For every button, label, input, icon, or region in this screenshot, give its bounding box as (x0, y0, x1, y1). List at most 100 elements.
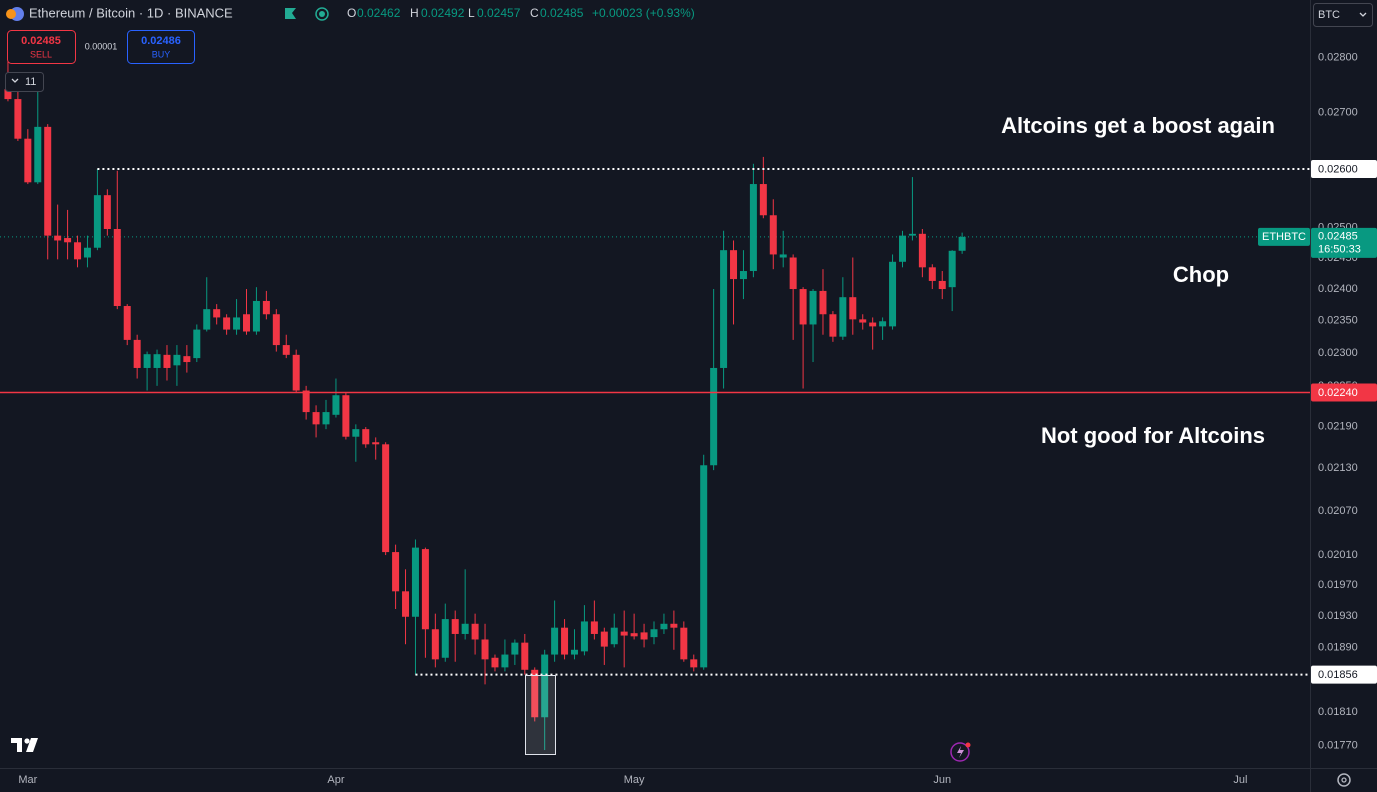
candle-body (461, 623, 469, 634)
candle-body (143, 354, 151, 368)
candle-body (392, 552, 400, 592)
gear-hub (1341, 777, 1347, 783)
candle-body (302, 390, 310, 413)
candle-body (670, 623, 678, 628)
candle-body (580, 621, 588, 652)
alert-icon[interactable] (950, 742, 971, 762)
badge-box[interactable] (5, 72, 44, 92)
candle-body (173, 354, 181, 366)
header: Ethereum / Bitcoin · 1D · BINANCE O 0.02… (6, 5, 695, 21)
alert-dot (965, 742, 971, 748)
indicator-badge[interactable]: 11 (5, 72, 44, 92)
buy-button[interactable] (127, 30, 195, 64)
candle-body (769, 215, 777, 255)
candle-body (441, 619, 449, 658)
candle-body (193, 329, 201, 359)
candle-body (590, 621, 598, 634)
flag-icon[interactable] (285, 8, 296, 19)
level-label-box (1311, 159, 1377, 178)
currency: BTC (1318, 9, 1340, 21)
candle-body (809, 290, 817, 325)
candle-body (342, 395, 350, 437)
candle-body (749, 184, 757, 272)
spread: 0.00001 (85, 41, 118, 51)
candle-body (918, 233, 926, 268)
y-tick-label: 0.01810 (1318, 706, 1358, 718)
logo-part (11, 738, 22, 752)
last-price-box (1311, 227, 1377, 258)
candle-body (451, 619, 459, 634)
candle-body (541, 654, 549, 718)
sell-button[interactable] (7, 30, 76, 64)
logo-part (26, 738, 38, 752)
candle-body (113, 229, 121, 307)
plot-area (0, 59, 1310, 751)
candle-body (203, 309, 211, 330)
candle-body (242, 314, 250, 332)
ohlc-value: 0.02462 (357, 6, 401, 20)
badge-count: 11 (25, 76, 36, 88)
settings[interactable] (1337, 773, 1351, 787)
gear-icon[interactable] (1337, 773, 1351, 787)
y-tick-label: 0.02700 (1318, 106, 1358, 118)
tv-logo (11, 738, 38, 752)
change: +0.00023 (+0.93%) (592, 6, 695, 20)
candle-body (34, 126, 42, 183)
candle-body (123, 306, 131, 340)
candle-body (133, 339, 141, 368)
candle-body (948, 250, 956, 288)
candle-body (521, 642, 529, 670)
candle-body (839, 297, 847, 337)
x-tick-label: Jun (933, 774, 951, 786)
level-label-box (1311, 383, 1377, 402)
candle-body (779, 254, 787, 258)
candle-body (710, 367, 718, 466)
candle-body (938, 280, 946, 290)
level-label-box (1311, 665, 1377, 684)
candle-body (282, 345, 290, 355)
candle-body (620, 631, 628, 636)
candle-body (4, 89, 12, 100)
level-label: 0.01856 (1318, 669, 1358, 681)
candle-body (223, 317, 231, 330)
candle-body (382, 444, 390, 553)
candle-body (570, 649, 578, 655)
candle-body (233, 317, 241, 330)
candle-body (739, 271, 747, 280)
y-tick-label: 0.02010 (1318, 549, 1358, 561)
ohlc-value: 0.02492 (421, 6, 465, 20)
ohlc-key: C (530, 6, 539, 20)
candle-body (660, 623, 668, 630)
candle-body (332, 395, 340, 415)
candle-body (690, 659, 698, 668)
sell-price: 0.02485 (21, 35, 61, 47)
candle-body (680, 627, 688, 660)
candle-body (481, 639, 489, 660)
currency-box[interactable] (1313, 3, 1373, 27)
x-tick-label: May (624, 774, 645, 786)
candle-body (153, 354, 161, 368)
ohlc-key: H (410, 6, 419, 20)
candle-body (362, 429, 370, 445)
candle-body (789, 257, 797, 290)
candle-body (819, 290, 827, 315)
candle-body (491, 657, 499, 668)
candle-body (610, 627, 618, 645)
candle-body (421, 549, 429, 630)
alert-bolt (957, 746, 964, 758)
symbol-title[interactable]: Ethereum / Bitcoin · 1D · BINANCE (29, 5, 233, 20)
candle-body (561, 627, 569, 655)
candle-body (501, 654, 509, 668)
y-tick-label: 0.02350 (1318, 315, 1358, 327)
candle-body (411, 547, 419, 617)
countdown: 16:50:33 (1318, 244, 1361, 256)
currency-select[interactable]: BTC (1313, 3, 1373, 27)
y-tick-label: 0.02190 (1318, 420, 1358, 432)
candle-body (372, 442, 380, 445)
candle-body (730, 250, 738, 280)
y-tick-label: 0.02070 (1318, 505, 1358, 517)
alert-ring[interactable] (950, 742, 970, 762)
candle-body (600, 631, 608, 647)
